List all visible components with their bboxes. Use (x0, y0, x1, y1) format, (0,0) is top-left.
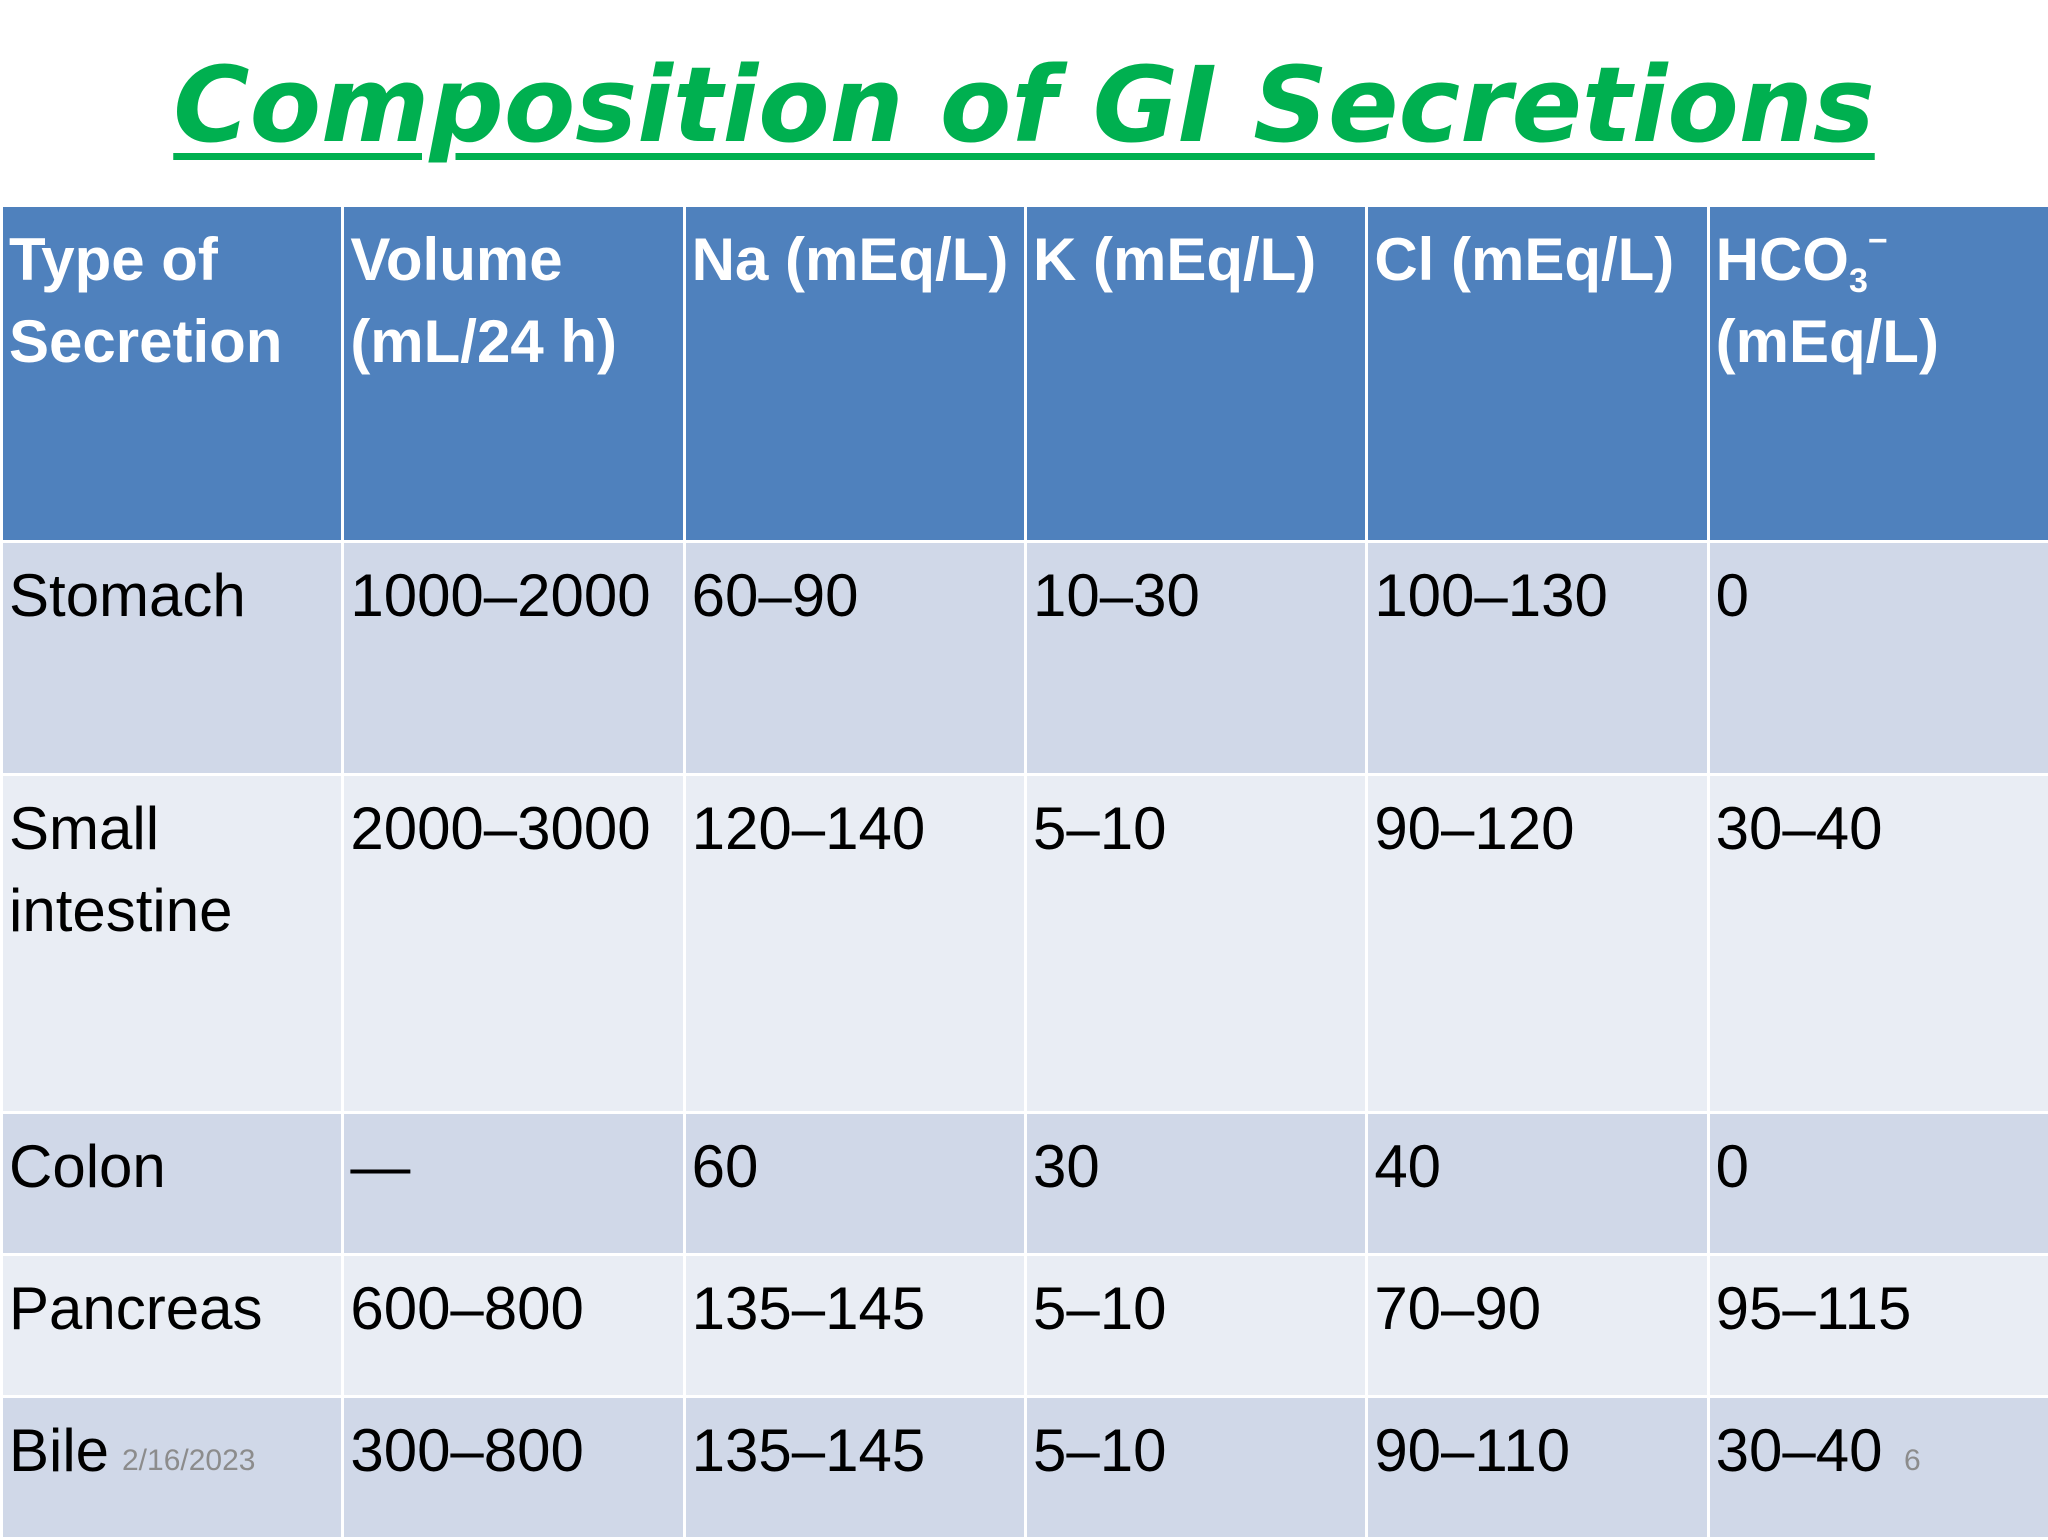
bicarbonate-formula: HCO (1716, 226, 1849, 293)
cell-chloride: 40 (1367, 1113, 1708, 1255)
cell-secretion-type: Pancreas (2, 1255, 343, 1397)
footer-page-number: 6 (1904, 1444, 1921, 1478)
header-bicarbonate: HCO3− (mEq/L) (1708, 206, 2048, 542)
bicarbonate-charge: − (1868, 222, 1888, 260)
cell-sodium: 135–145 (684, 1397, 1025, 1539)
bicarbonate-unit: (mEq/L) (1716, 308, 1939, 375)
slide-title-text: Composition of GI Secretions (173, 44, 1874, 166)
header-potassium: K (mEq/L) (1025, 206, 1366, 542)
cell-potassium: 5–10 (1025, 775, 1366, 1113)
slide-title: Composition of GI Secretions (0, 30, 2048, 180)
cell-secretion-type: Colon (2, 1113, 343, 1255)
header-type-of-secretion: Type of Secretion (2, 206, 343, 542)
cell-chloride: 90–110 (1367, 1397, 1708, 1539)
table-header-row: Type of Secretion Volume (mL/24 h) Na (m… (2, 206, 2048, 542)
cell-sodium: 120–140 (684, 775, 1025, 1113)
cell-sodium: 60 (684, 1113, 1025, 1255)
bicarbonate-subscript: 3 (1849, 262, 1868, 300)
cell-volume: 1000–2000 (343, 542, 684, 775)
table-row: Pancreas 600–800 135–145 5–10 70–90 95–1… (2, 1255, 2048, 1397)
cell-volume: 2000–3000 (343, 775, 684, 1113)
cell-potassium: 10–30 (1025, 542, 1366, 775)
secretions-table: Type of Secretion Volume (mL/24 h) Na (m… (0, 204, 2048, 1540)
cell-potassium: 30 (1025, 1113, 1366, 1255)
table-row: Small intestine 2000–3000 120–140 5–10 9… (2, 775, 2048, 1113)
cell-volume: 300–800 (343, 1397, 684, 1539)
cell-chloride: 100–130 (1367, 542, 1708, 775)
table-row: Bile 300–800 135–145 5–10 90–110 30–40 (2, 1397, 2048, 1539)
cell-sodium: 60–90 (684, 542, 1025, 775)
cell-sodium: 135–145 (684, 1255, 1025, 1397)
cell-bicarbonate: 95–115 (1708, 1255, 2048, 1397)
cell-volume: 600–800 (343, 1255, 684, 1397)
cell-bicarbonate: 0 (1708, 542, 2048, 775)
cell-secretion-type: Small intestine (2, 775, 343, 1113)
cell-chloride: 90–120 (1367, 775, 1708, 1113)
cell-volume: — (343, 1113, 684, 1255)
cell-potassium: 5–10 (1025, 1397, 1366, 1539)
cell-secretion-type: Stomach (2, 542, 343, 775)
cell-bicarbonate: 30–40 (1708, 1397, 2048, 1539)
header-sodium: Na (mEq/L) (684, 206, 1025, 542)
cell-potassium: 5–10 (1025, 1255, 1366, 1397)
header-volume: Volume (mL/24 h) (343, 206, 684, 542)
cell-bicarbonate: 30–40 (1708, 775, 2048, 1113)
cell-bicarbonate: 0 (1708, 1113, 2048, 1255)
footer-date: 2/16/2023 (122, 1444, 255, 1478)
table-row: Stomach 1000–2000 60–90 10–30 100–130 0 (2, 542, 2048, 775)
table-row: Colon — 60 30 40 0 (2, 1113, 2048, 1255)
cell-chloride: 70–90 (1367, 1255, 1708, 1397)
header-chloride: Cl (mEq/L) (1367, 206, 1708, 542)
